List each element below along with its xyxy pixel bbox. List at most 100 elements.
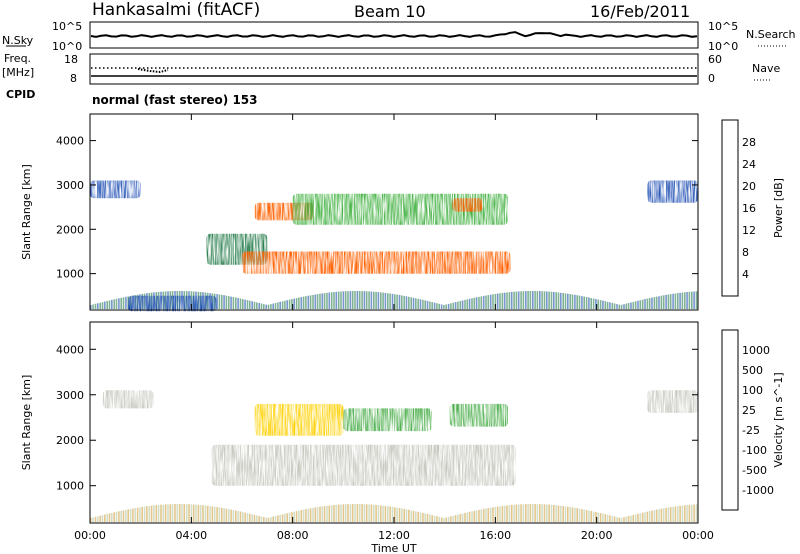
nsky-tick-top: 10^5 — [52, 20, 82, 33]
echo-cell — [581, 296, 583, 309]
echo-cell — [185, 504, 188, 522]
near-range-echoes — [90, 504, 698, 522]
colorbar-tick-label: 4 — [742, 268, 749, 281]
echo-cell — [368, 504, 370, 522]
colorbar-tick-label: 20 — [742, 180, 756, 193]
echo-cell — [560, 505, 562, 522]
echo-cell — [408, 509, 410, 522]
echo-cell — [106, 514, 108, 522]
echo-cell — [588, 510, 590, 522]
echo-cell — [459, 514, 462, 522]
echo-cell — [620, 517, 623, 522]
colorbar-label: Velocity [m s^-1] — [772, 372, 785, 467]
echo-cell — [422, 299, 424, 309]
echo-cell — [665, 507, 667, 522]
echo-cell — [529, 504, 532, 522]
echo-cell — [398, 508, 401, 522]
echo-cell — [279, 514, 281, 522]
echo-cell — [333, 292, 335, 309]
y-tick-label: 4000 — [56, 135, 84, 148]
echo-cell — [178, 504, 181, 522]
echo-cell — [197, 504, 200, 522]
echo-cell — [546, 504, 548, 522]
echo-cell — [265, 517, 267, 522]
echo-cell — [389, 293, 391, 309]
echo-cell — [361, 291, 363, 309]
echo-cell — [368, 291, 370, 309]
echo-cell — [92, 304, 94, 309]
echo-cell — [260, 303, 263, 309]
echo-cell — [300, 510, 303, 522]
echo-cell — [510, 291, 513, 309]
echo-cell — [258, 516, 260, 522]
y-tick-label: 3000 — [56, 389, 84, 402]
echo-cell — [681, 505, 684, 522]
echo-cell — [426, 300, 429, 309]
colorbar-tick-label: -500 — [742, 464, 767, 477]
echo-region — [90, 180, 141, 199]
echo-cell — [249, 300, 251, 309]
nsearch-label: N.Search — [746, 28, 796, 41]
echo-cell — [295, 298, 298, 309]
echo-cell — [277, 302, 279, 309]
echo-cell — [349, 504, 352, 522]
echo-cell — [651, 297, 653, 309]
echo-cell — [553, 505, 555, 522]
echo-cell — [132, 508, 134, 522]
echo-cell — [541, 504, 543, 522]
echo-region — [647, 390, 698, 413]
beam-title: Beam 10 — [354, 2, 426, 21]
echo-cell — [328, 505, 331, 522]
velocity-panel: 4000 3000 2000 1000 Slant Range [km] 00:00 04:… — [20, 321, 785, 554]
echo-cell — [632, 301, 635, 309]
echo-cell — [309, 295, 312, 309]
colorbar-tick-label: 100 — [742, 384, 763, 397]
echo-cell — [106, 301, 108, 309]
echo-cell — [468, 511, 471, 522]
echo-cell — [169, 504, 172, 522]
echo-cell — [382, 505, 384, 522]
echo-cell — [655, 296, 658, 309]
echo-cell — [354, 504, 356, 522]
echo-cell — [122, 297, 125, 309]
echo-cell — [648, 511, 651, 522]
echo-cell — [653, 510, 656, 522]
echo-cell — [127, 509, 129, 522]
echo-cell — [118, 511, 120, 522]
echo-cell — [209, 506, 211, 522]
colorbar-tick-label: 500 — [742, 364, 763, 377]
echo-cell — [419, 512, 422, 522]
echo-cell — [143, 506, 146, 522]
echo-cell — [228, 509, 230, 522]
echo-cell — [235, 297, 237, 309]
echo-cell — [101, 515, 104, 522]
nsky-label: N.Sky — [2, 34, 34, 47]
echo-cell — [125, 296, 127, 309]
echo-cell — [618, 517, 621, 522]
echo-cell — [349, 291, 352, 309]
echo-cell — [183, 504, 186, 522]
echo-cell — [450, 303, 452, 309]
echo-cell — [380, 505, 382, 522]
echo-cell — [662, 295, 665, 309]
echo-cell — [604, 301, 607, 309]
echo-cell — [677, 506, 679, 522]
echo-cell — [153, 505, 155, 522]
echo-cell — [419, 299, 422, 309]
echo-cell — [387, 506, 389, 522]
echo-cell — [637, 513, 639, 522]
echo-cell — [295, 511, 298, 522]
echo-cell — [164, 504, 167, 522]
echo-cell — [429, 301, 431, 309]
echo-cell — [672, 506, 674, 522]
echo-cell — [337, 291, 340, 309]
echo-cell — [232, 297, 235, 309]
echo-cell — [616, 517, 618, 522]
echo-cell — [363, 504, 366, 522]
echo-cell — [569, 507, 571, 522]
echo-cell — [646, 298, 649, 309]
echo-cell — [333, 505, 335, 522]
echo-cell — [321, 506, 324, 522]
echo-cell — [274, 303, 277, 309]
